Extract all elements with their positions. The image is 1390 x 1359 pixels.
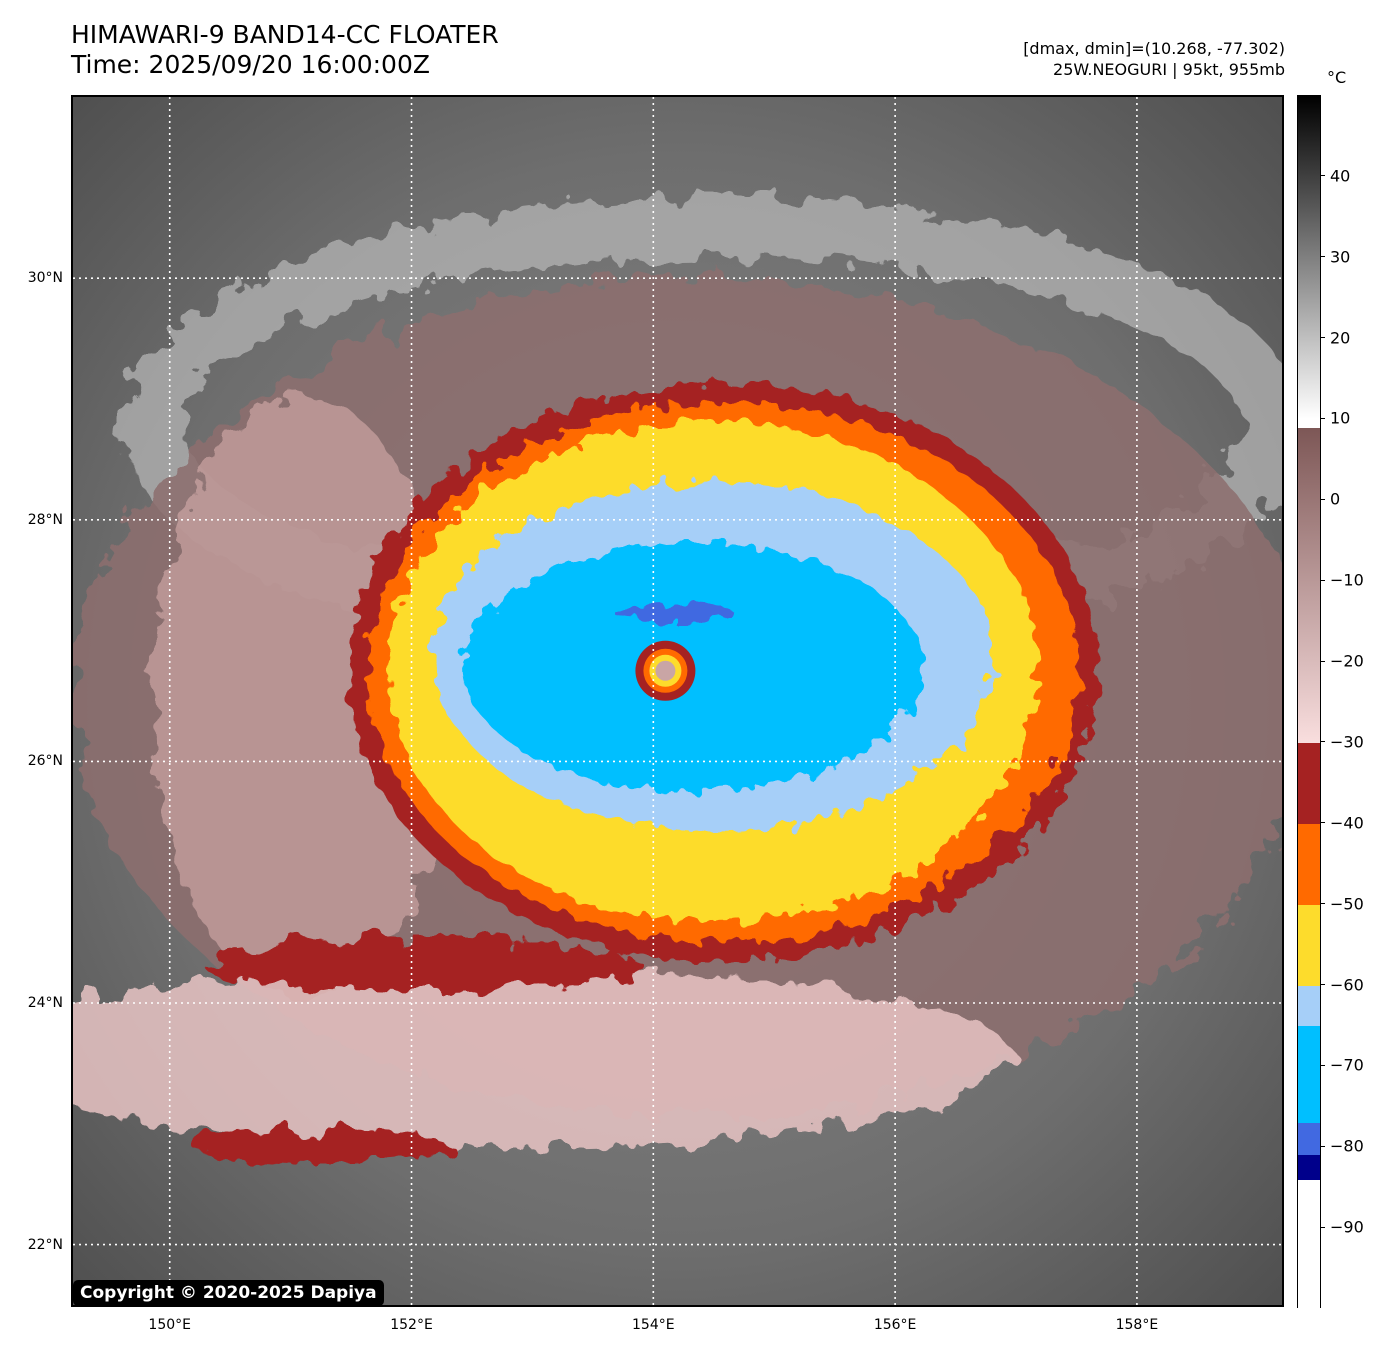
colorbar-tick-label: −70	[1330, 1055, 1364, 1075]
cdo-blue-band	[613, 604, 733, 620]
colorbar-band	[1298, 904, 1320, 986]
colorbar-band	[1298, 1025, 1320, 1123]
colorbar-tick	[1320, 741, 1325, 743]
colorbar-tick-label: −90	[1330, 1217, 1364, 1237]
colorbar-tick-label: 20	[1330, 328, 1351, 348]
copyright-badge: Copyright © 2020-2025 Dapiya	[73, 1280, 384, 1306]
colorbar-tick	[1320, 175, 1325, 177]
colorbar-tick	[1320, 660, 1325, 662]
lon-tick-label: 156°E	[873, 1317, 917, 1333]
colorbar-tick	[1320, 579, 1325, 581]
lat-tick-label: 26°N	[27, 753, 63, 770]
colorbar-tick-label: 10	[1330, 408, 1351, 428]
data-range-text: [dmax, dmin]=(10.268, -77.302)	[1023, 39, 1285, 58]
colorbar-tick	[1320, 903, 1325, 905]
eye-center	[655, 660, 676, 681]
colorbar-tick	[1320, 1064, 1325, 1066]
lon-tick-label: 152°E	[390, 1317, 433, 1333]
colorbar-tick	[1320, 256, 1325, 258]
colorbar-band	[1298, 1179, 1320, 1309]
colorbar-tick	[1320, 417, 1325, 419]
colorbar-tick	[1320, 822, 1325, 824]
colorbar-tick	[1320, 1145, 1325, 1147]
colorbar-band	[1298, 1155, 1320, 1180]
lon-tick-label: 154°E	[632, 1317, 675, 1333]
storm-info: [dmax, dmin]=(10.268, -77.302) 25W.NEOGU…	[1023, 38, 1285, 80]
cold-band-south	[203, 939, 643, 991]
satellite-image	[73, 97, 1282, 1305]
colorbar-tick	[1320, 984, 1325, 986]
colorbar-tick	[1320, 498, 1325, 500]
colorbar-tick-label: −40	[1330, 813, 1364, 833]
colorbar-band	[1298, 742, 1320, 824]
storm-eye	[635, 640, 696, 701]
colorbar-tick-label: 40	[1330, 166, 1351, 186]
colorbar-tick	[1320, 1226, 1325, 1228]
satellite-map	[71, 95, 1284, 1307]
cold-band-southwest	[193, 1129, 453, 1165]
colorbar-band	[1298, 1123, 1320, 1156]
colorbar-tick-label: 0	[1330, 489, 1341, 509]
colorbar-tick	[1320, 337, 1325, 339]
colorbar-band	[1298, 427, 1320, 743]
storm-name-text: 25W.NEOGURI | 95kt, 955mb	[1053, 60, 1285, 79]
lon-tick-label: 150°E	[148, 1317, 192, 1333]
colorbar-tick-label: 30	[1330, 247, 1351, 267]
pink-rainband-west	[153, 397, 453, 997]
lat-tick-label: 30°N	[27, 270, 63, 287]
colorbar-tick-label: −10	[1330, 570, 1364, 590]
colorbar	[1297, 95, 1321, 1309]
lat-tick-label: 22°N	[27, 1236, 63, 1253]
lon-tick-label: 158°E	[1115, 1317, 1159, 1333]
colorbar-tick-label: −30	[1330, 732, 1364, 752]
title-product: HIMAWARI-9 BAND14-CC FLOATER	[71, 20, 499, 49]
colorbar-band	[1298, 985, 1320, 1026]
colorbar-tick-label: −80	[1330, 1136, 1364, 1156]
colorbar-tick-label: −60	[1330, 975, 1364, 995]
pink-rainband-south	[73, 967, 1013, 1147]
colorbar-tick-label: −50	[1330, 894, 1364, 914]
lat-tick-label: 28°N	[27, 511, 63, 528]
lat-tick-label: 24°N	[27, 995, 63, 1011]
colorbar-unit: °C	[1327, 68, 1347, 87]
colorbar-band	[1298, 96, 1320, 420]
colorbar-tick-label: −20	[1330, 651, 1364, 671]
title-time: Time: 2025/09/20 16:00:00Z	[71, 50, 430, 79]
colorbar-band	[1298, 823, 1320, 905]
chart-title: HIMAWARI-9 BAND14-CC FLOATER Time: 2025/…	[71, 20, 499, 80]
